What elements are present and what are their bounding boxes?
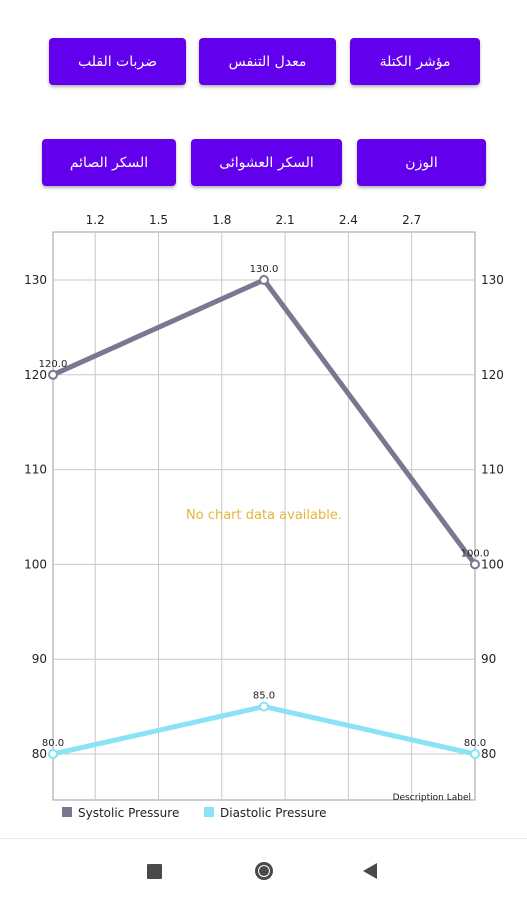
legend-label: Systolic Pressure <box>78 806 179 820</box>
y-tick-label-left: 130 <box>24 273 47 287</box>
x-tick-label: 2.1 <box>276 213 295 227</box>
data-label: 85.0 <box>253 691 275 702</box>
x-tick-label: 1.5 <box>149 213 168 227</box>
data-label: 130.0 <box>250 264 279 275</box>
y-tick-label-right: 100 <box>481 557 504 571</box>
y-tick-label-right: 120 <box>481 368 504 382</box>
fasting-sugar-button-label: السكر الصائم <box>69 154 149 171</box>
legend-swatch <box>62 807 72 817</box>
legend-label: Diastolic Pressure <box>220 806 327 820</box>
data-point <box>259 275 269 285</box>
bmi-button-label: مؤشر الكتلة <box>379 53 451 70</box>
recents-icon[interactable] <box>140 857 168 885</box>
data-label: 80.0 <box>42 738 64 749</box>
home-icon[interactable] <box>250 857 278 885</box>
y-tick-label-left: 80 <box>32 747 47 761</box>
heart-rate-button[interactable]: ضربات القلب <box>49 38 186 85</box>
y-tick-label-right: 130 <box>481 273 504 287</box>
data-point <box>470 749 480 759</box>
data-point <box>48 369 58 380</box>
navigation-bar <box>0 838 527 901</box>
data-label: 80.0 <box>464 738 486 749</box>
legend-swatch <box>204 807 214 817</box>
description-label: Description Label <box>393 793 471 803</box>
y-tick-label-right: 80 <box>481 747 496 761</box>
x-tick-label: 1.8 <box>212 213 231 227</box>
y-tick-label-left: 120 <box>24 368 47 382</box>
weight-button[interactable]: الوزن <box>357 139 486 186</box>
fasting-sugar-button[interactable]: السكر الصائم <box>42 139 176 186</box>
data-point <box>48 749 58 759</box>
blood-pressure-chart[interactable]: 80 80 90 90 100 100 110 110 120 120 130 130 1.2 1.5 1.… <box>0 0 527 835</box>
data-point <box>470 559 480 570</box>
random-sugar-button[interactable]: السكر العشوائى <box>191 139 342 186</box>
y-tick-label-left: 110 <box>24 463 47 477</box>
data-label: 120.0 <box>39 359 68 370</box>
respiration-rate-button-label: معدل التنفس <box>228 53 307 70</box>
x-tick-label: 1.2 <box>86 213 105 227</box>
respiration-rate-button[interactable]: معدل التنفس <box>199 38 336 85</box>
y-tick-label-right: 110 <box>481 463 504 477</box>
x-tick-label: 2.7 <box>402 213 421 227</box>
data-point <box>259 701 269 712</box>
y-tick-label-left: 90 <box>32 652 47 666</box>
random-sugar-button-label: السكر العشوائى <box>219 154 314 171</box>
bmi-button[interactable]: مؤشر الكتلة <box>350 38 480 85</box>
heart-rate-button-label: ضربات القلب <box>77 53 158 70</box>
back-icon[interactable] <box>356 857 384 885</box>
x-tick-label: 2.4 <box>339 213 358 227</box>
y-tick-label-left: 100 <box>24 557 47 571</box>
chart-frame <box>52 231 476 801</box>
no-data-text: No chart data available. <box>186 508 342 523</box>
data-label: 100.0 <box>461 548 490 559</box>
weight-button-label: الوزن <box>405 154 438 171</box>
y-tick-label-right: 90 <box>481 652 496 666</box>
